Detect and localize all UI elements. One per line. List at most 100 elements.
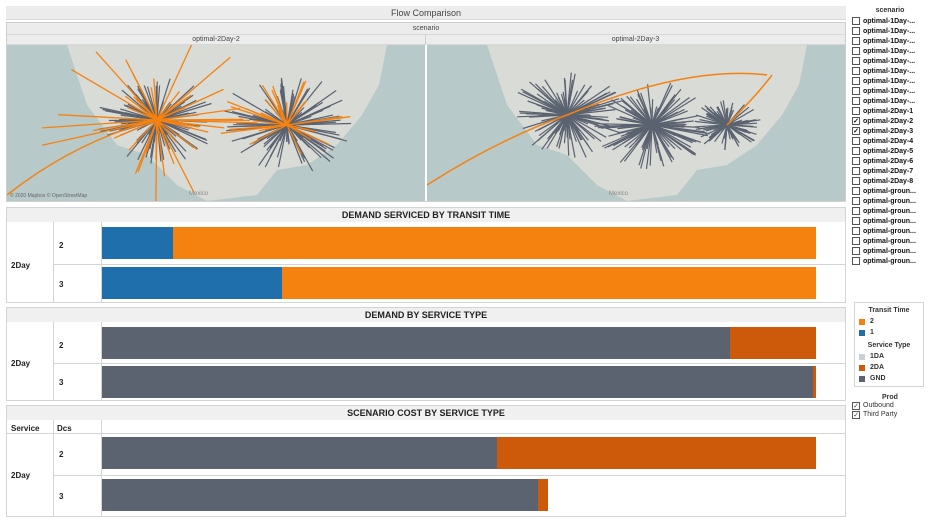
bar-segment-2[interactable]	[173, 227, 816, 259]
prod-item[interactable]: ✓ Third Party	[852, 410, 928, 419]
stacked-bar[interactable]	[102, 227, 816, 259]
scenario-checkbox[interactable]	[852, 107, 860, 115]
scenario-checkbox[interactable]	[852, 47, 860, 55]
scenario-checkbox[interactable]	[852, 57, 860, 65]
stacked-bar[interactable]	[102, 479, 816, 511]
flow-line	[153, 78, 158, 121]
legend-label: 1DA	[870, 353, 885, 360]
scenario-item[interactable]: optimal-groun...	[852, 206, 928, 216]
scenario-item[interactable]: ✓ optimal-2Day-2	[852, 116, 928, 126]
prod-item[interactable]: ✓ Outbound	[852, 401, 928, 410]
legend-item[interactable]: GND	[859, 373, 919, 384]
prod-checkbox[interactable]: ✓	[852, 410, 860, 419]
legend-item[interactable]: 2DA	[859, 362, 919, 373]
scenario-checkbox[interactable]	[852, 77, 860, 85]
scenario-checkbox[interactable]	[852, 167, 860, 175]
scenario-checkbox[interactable]	[852, 217, 860, 225]
legend-item[interactable]: 2	[859, 316, 919, 327]
scenario-item[interactable]: optimal-1Day-...	[852, 56, 928, 66]
bar-segment-2da[interactable]	[729, 327, 816, 359]
bar-segment-gnd[interactable]	[102, 366, 814, 398]
scenario-checkbox[interactable]	[852, 17, 860, 25]
flow-line	[286, 124, 316, 133]
group-label: 2Day	[11, 471, 31, 480]
scenario-checkbox[interactable]	[852, 67, 860, 75]
bar-segment-2da[interactable]	[537, 479, 549, 511]
scenario-item[interactable]: optimal-1Day-...	[852, 26, 928, 36]
scenario-item[interactable]: optimal-groun...	[852, 236, 928, 246]
scenario-checkbox[interactable]	[852, 207, 860, 215]
scenario-checkbox[interactable]	[852, 187, 860, 195]
bar-segment-1[interactable]	[102, 267, 282, 299]
scenario-item[interactable]: optimal-1Day-...	[852, 16, 928, 26]
scenario-checkbox[interactable]	[852, 197, 860, 205]
bar-segment-2da[interactable]	[813, 366, 816, 398]
flow-line	[566, 100, 623, 116]
flow-map-left[interactable]: © 2020 Mapbox © OpenStreetMap Mexico	[7, 45, 425, 201]
flow-line	[634, 111, 653, 126]
scenario-item[interactable]: optimal-2Day-8	[852, 176, 928, 186]
scenario-item[interactable]: optimal-2Day-1	[852, 106, 928, 116]
flow-line	[156, 119, 258, 124]
bar-segment-gnd[interactable]	[102, 327, 730, 359]
flow-line	[544, 79, 568, 116]
scenario-item[interactable]: optimal-groun...	[852, 246, 928, 256]
scenario-label: optimal-groun...	[863, 207, 916, 215]
scenario-item[interactable]: optimal-2Day-4	[852, 136, 928, 146]
scenario-checkbox[interactable]	[852, 227, 860, 235]
scenario-checkbox[interactable]: ✓	[852, 127, 860, 135]
flow-line	[726, 106, 733, 126]
scenario-checkbox[interactable]	[852, 147, 860, 155]
stacked-bar[interactable]	[102, 267, 816, 299]
flow-line	[563, 114, 568, 144]
flow-line	[156, 119, 199, 128]
scenario-item[interactable]: optimal-1Day-...	[852, 36, 928, 46]
flow-line	[636, 89, 653, 126]
scenario-item[interactable]: optimal-groun...	[852, 226, 928, 236]
scenario-item[interactable]: optimal-2Day-5	[852, 146, 928, 156]
scenario-item[interactable]: optimal-groun...	[852, 186, 928, 196]
legend-item[interactable]: 1	[859, 327, 919, 338]
scenario-checkbox[interactable]	[852, 87, 860, 95]
scenario-item[interactable]: optimal-1Day-...	[852, 66, 928, 76]
scenario-item[interactable]: optimal-1Day-...	[852, 96, 928, 106]
transit-legend-title: Transit Time	[868, 307, 910, 314]
stacked-bar[interactable]	[102, 327, 816, 359]
scenario-checkbox[interactable]	[852, 137, 860, 145]
flow-map-right[interactable]: Mexico	[427, 45, 845, 201]
bar-segment-1[interactable]	[102, 227, 174, 259]
scenario-item[interactable]: ✓ optimal-2Day-3	[852, 126, 928, 136]
flow-line	[643, 124, 653, 145]
scenario-checkbox[interactable]	[852, 177, 860, 185]
scenario-checkbox[interactable]	[852, 247, 860, 255]
scenario-label: optimal-groun...	[863, 247, 916, 255]
scenario-checkbox[interactable]	[852, 97, 860, 105]
stacked-bar[interactable]	[102, 366, 816, 398]
stacked-bar[interactable]	[102, 437, 816, 469]
scenario-item[interactable]: optimal-groun...	[852, 216, 928, 226]
scenario-header: scenario	[7, 23, 845, 35]
flow-line	[286, 124, 330, 146]
scenario-item[interactable]: optimal-groun...	[852, 196, 928, 206]
scenario-item[interactable]: optimal-2Day-6	[852, 156, 928, 166]
scenario-item[interactable]: optimal-1Day-...	[852, 46, 928, 56]
scenario-item[interactable]: optimal-groun...	[852, 256, 928, 266]
scenario-checkbox[interactable]: ✓	[852, 117, 860, 125]
scenario-checkbox[interactable]	[852, 37, 860, 45]
scenario-item[interactable]: optimal-2Day-7	[852, 166, 928, 176]
scenario-item[interactable]: optimal-1Day-...	[852, 86, 928, 96]
bar-segment-2da[interactable]	[496, 437, 816, 469]
scenario-checkbox[interactable]	[852, 27, 860, 35]
bar-segment-gnd[interactable]	[102, 437, 497, 469]
scenario-filter-title: scenario	[875, 7, 905, 14]
bar-segment-gnd[interactable]	[102, 479, 538, 511]
scenario-checkbox[interactable]	[852, 257, 860, 265]
bar-segment-2[interactable]	[281, 267, 816, 299]
scenario-checkbox[interactable]	[852, 237, 860, 245]
prod-checkbox[interactable]: ✓	[852, 401, 860, 410]
col-header-service: Service	[11, 424, 40, 433]
scenario-checkbox[interactable]	[852, 157, 860, 165]
legend-item[interactable]: 1DA	[859, 351, 919, 362]
scenario-item[interactable]: optimal-1Day-...	[852, 76, 928, 86]
flow-line	[705, 113, 728, 126]
